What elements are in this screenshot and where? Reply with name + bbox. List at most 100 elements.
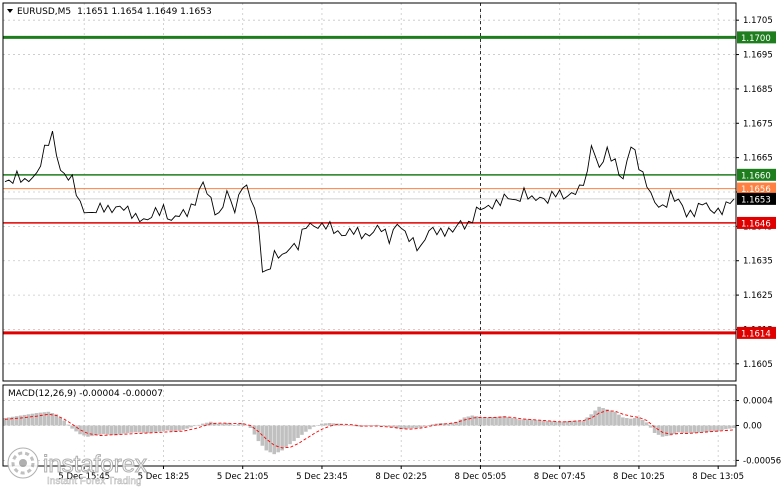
macd-bar-7 — [30, 413, 35, 426]
dropdown-triangle-icon[interactable] — [7, 9, 13, 13]
macd-bar-35 — [141, 425, 146, 433]
time-axis-label: 8 Dec 05:05 — [455, 472, 507, 482]
macd-bar-180 — [716, 425, 720, 432]
macd-bar-155 — [617, 414, 621, 426]
macd-bar-82 — [327, 423, 332, 426]
price-grid — [3, 3, 736, 381]
macd-bar-144 — [573, 420, 578, 426]
macd-bar-26 — [106, 425, 110, 435]
macd-bar-16 — [66, 424, 70, 426]
macd-bar-70 — [280, 425, 284, 451]
macd-bar-146 — [581, 420, 586, 426]
macd-axis-label: 0.00 — [743, 422, 762, 432]
macd-bar-44 — [177, 425, 181, 431]
macd-bar-119 — [474, 416, 479, 426]
macd-bar-62 — [248, 425, 253, 428]
macd-bar-3 — [14, 416, 19, 426]
level-tag-1.1646-label: 1.1646 — [741, 219, 771, 229]
macd-bar-118 — [470, 415, 475, 426]
macd-bar-124 — [494, 416, 498, 426]
macd-bar-170 — [676, 425, 681, 433]
macd-bar-27 — [109, 425, 114, 436]
macd-bar-48 — [193, 425, 197, 427]
price-axis-label: 1.1625 — [743, 291, 773, 301]
macd-bar-31 — [125, 425, 130, 434]
macd-bar-108 — [430, 424, 435, 426]
macd-bar-21 — [86, 425, 90, 437]
macd-bar-174 — [692, 425, 696, 433]
price-axis-label: 1.1695 — [743, 51, 773, 61]
macd-bar-73 — [292, 425, 296, 442]
macd-bar-58 — [232, 424, 237, 426]
macd-bar-93 — [371, 425, 376, 426]
price-series — [4, 130, 735, 273]
macd-bar-125 — [498, 416, 502, 426]
macd-bar-113 — [450, 422, 455, 426]
macd-bar-103 — [411, 425, 415, 429]
macd-bar-148 — [589, 414, 593, 426]
macd-signal-line — [4, 410, 735, 449]
level-tag-1.1700-bg — [737, 31, 776, 44]
macd-bar-154 — [613, 411, 617, 426]
macd-axis[interactable]: 0.0004 0.00 -0.00056 — [736, 397, 781, 467]
macd-bar-135 — [537, 420, 542, 426]
macd-bar-97 — [387, 425, 391, 427]
time-axis-label: 5 Dec 18:25 — [138, 472, 190, 482]
macd-bar-140 — [557, 421, 562, 426]
macd-bar-149 — [593, 410, 597, 426]
macd-bar-178 — [708, 425, 712, 432]
macd-bar-130 — [518, 419, 522, 426]
macd-bar-101 — [403, 425, 407, 429]
macd-signal-series — [4, 410, 735, 449]
macd-bar-22 — [90, 425, 94, 437]
macd-bar-136 — [541, 420, 546, 426]
macd-bar-163 — [648, 425, 653, 428]
time-axis[interactable]: 5 Dec 15:45 5 Dec 18:25 5 Dec 21:05 5 Dec 2… — [58, 466, 744, 482]
macd-bar-18 — [74, 425, 78, 432]
macd-bar-107 — [426, 425, 431, 426]
macd-bar-156 — [621, 417, 625, 426]
macd-bar-115 — [458, 419, 463, 426]
macd-bar-2 — [10, 416, 15, 426]
macd-bar-176 — [700, 425, 704, 433]
macd-bar-60 — [240, 423, 245, 426]
macd-bar-159 — [632, 418, 637, 426]
chart-header: EURUSD,M5 1.1651 1.1654 1.1649 1.1653 — [7, 7, 212, 17]
watermark-tagline: Instant Forex Trading — [47, 476, 142, 487]
macd-bar-54 — [216, 423, 221, 426]
macd-bar-177 — [704, 425, 708, 433]
macd-bar-160 — [636, 417, 641, 426]
macd-bar-39 — [157, 425, 162, 432]
macd-bar-40 — [161, 425, 166, 432]
macd-bar-64 — [256, 425, 261, 442]
macd-bar-157 — [625, 418, 629, 426]
macd-bar-75 — [300, 425, 304, 435]
macd-bar-137 — [545, 420, 550, 426]
instaforex-watermark: instaforex Instant Forex Trading — [7, 447, 148, 487]
macd-bar-117 — [466, 416, 471, 426]
macd-bar-71 — [284, 425, 288, 448]
macd-bar-12 — [50, 413, 55, 426]
price-line — [4, 130, 735, 273]
time-axis-label: 5 Dec 15:45 — [58, 472, 110, 482]
macd-bar-77 — [308, 425, 312, 430]
macd-axis-label: 0.0004 — [743, 397, 773, 407]
macd-bar-143 — [569, 420, 574, 426]
macd-bar-96 — [383, 425, 387, 427]
macd-bar-1 — [6, 417, 11, 426]
macd-bar-172 — [684, 425, 689, 434]
macd-bar-51 — [205, 422, 209, 426]
macd-bar-179 — [712, 425, 716, 432]
macd-bar-4 — [18, 415, 23, 426]
macd-bar-11 — [46, 411, 51, 426]
macd-bar-122 — [486, 417, 490, 426]
macd-bar-132 — [526, 419, 530, 426]
macd-bar-80 — [319, 423, 324, 426]
macd-bar-66 — [264, 425, 269, 451]
time-axis-label: 8 Dec 07:45 — [534, 472, 586, 482]
macd-bar-42 — [169, 425, 173, 432]
level-tag-1.1700-label: 1.1700 — [741, 34, 771, 44]
macd-bar-161 — [640, 419, 645, 426]
